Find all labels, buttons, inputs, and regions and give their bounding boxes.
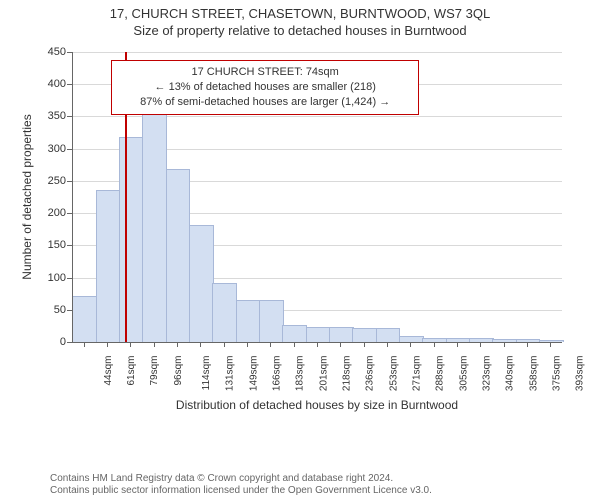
chart: 0 50 100 150 200 250 300 350 400 450 44sqm 61sqm 79s…: [20, 42, 580, 422]
x-tick-label: 218sqm: [342, 356, 353, 392]
page-title: 17, CHURCH STREET, CHASETOWN, BURNTWOOD,…: [0, 6, 600, 21]
histogram-bar: [189, 225, 214, 342]
x-tick-label: 305sqm: [458, 356, 469, 392]
y-tick-label: 0: [60, 336, 72, 348]
y-tick-label: 150: [48, 239, 72, 251]
y-tick-label: 400: [48, 78, 72, 90]
histogram-bar: [119, 137, 144, 342]
x-tick-label: 201sqm: [318, 356, 329, 392]
plot-area: 05010015020025030035040045044sqm61sqm79s…: [72, 52, 562, 342]
x-tick-label: 61sqm: [126, 356, 137, 386]
x-tick-label: 183sqm: [295, 356, 306, 392]
attribution-line2: Contains public sector information licen…: [50, 485, 432, 497]
histogram-bar: [259, 300, 284, 342]
x-tick-label: 393sqm: [575, 356, 586, 392]
histogram-bar: [72, 296, 97, 342]
x-tick-label: 236sqm: [365, 356, 376, 392]
x-tick-label: 96sqm: [173, 356, 184, 386]
histogram-bar: [376, 328, 401, 342]
x-tick-label: 375sqm: [552, 356, 563, 392]
x-tick-label: 149sqm: [248, 356, 259, 392]
x-tick-label: 323sqm: [482, 356, 493, 392]
grid-line: [72, 52, 562, 53]
x-axis-line: [72, 342, 562, 343]
y-tick-label: 200: [48, 207, 72, 219]
histogram-bar: [329, 327, 354, 342]
histogram-bar: [236, 300, 261, 342]
title-block: 17, CHURCH STREET, CHASETOWN, BURNTWOOD,…: [0, 0, 600, 38]
histogram-bar: [282, 325, 307, 342]
attribution-line1: Contains HM Land Registry data © Crown c…: [50, 473, 432, 485]
y-tick-label: 100: [48, 272, 72, 284]
histogram-bar: [212, 283, 237, 342]
histogram-bar: [306, 327, 331, 342]
histogram-bar: [352, 328, 377, 342]
y-tick-label: 350: [48, 110, 72, 122]
attribution: Contains HM Land Registry data © Crown c…: [50, 473, 432, 497]
y-tick-label: 450: [48, 46, 72, 58]
x-tick-label: 114sqm: [201, 356, 212, 391]
y-tick-label: 50: [54, 304, 72, 316]
x-tick-label: 166sqm: [272, 356, 283, 392]
x-tick-label: 358sqm: [528, 356, 539, 392]
x-tick-label: 131sqm: [225, 356, 236, 392]
y-axis-line: [72, 52, 73, 342]
y-axis-label: Number of detached properties: [20, 114, 34, 279]
annotation-line: ← 13% of detached houses are smaller (21…: [120, 80, 410, 95]
x-tick-label: 288sqm: [435, 356, 446, 392]
histogram-bar: [96, 190, 121, 342]
x-axis-label: Distribution of detached houses by size …: [176, 398, 458, 412]
page-subtitle: Size of property relative to detached ho…: [0, 23, 600, 38]
x-tick-label: 79sqm: [149, 356, 160, 386]
x-tick-label: 340sqm: [505, 356, 516, 392]
annotation-line: 87% of semi-detached houses are larger (…: [120, 95, 410, 110]
y-tick-label: 300: [48, 143, 72, 155]
annotation-line: 17 CHURCH STREET: 74sqm: [120, 65, 410, 80]
histogram-bar: [166, 169, 191, 342]
x-tick-label: 253sqm: [388, 356, 399, 392]
y-tick-label: 250: [48, 175, 72, 187]
x-tick-label: 271sqm: [412, 356, 423, 392]
annotation-box: 17 CHURCH STREET: 74sqm← 13% of detached…: [111, 60, 419, 115]
x-tick-label: 44sqm: [103, 356, 114, 386]
histogram-bar: [142, 104, 167, 342]
